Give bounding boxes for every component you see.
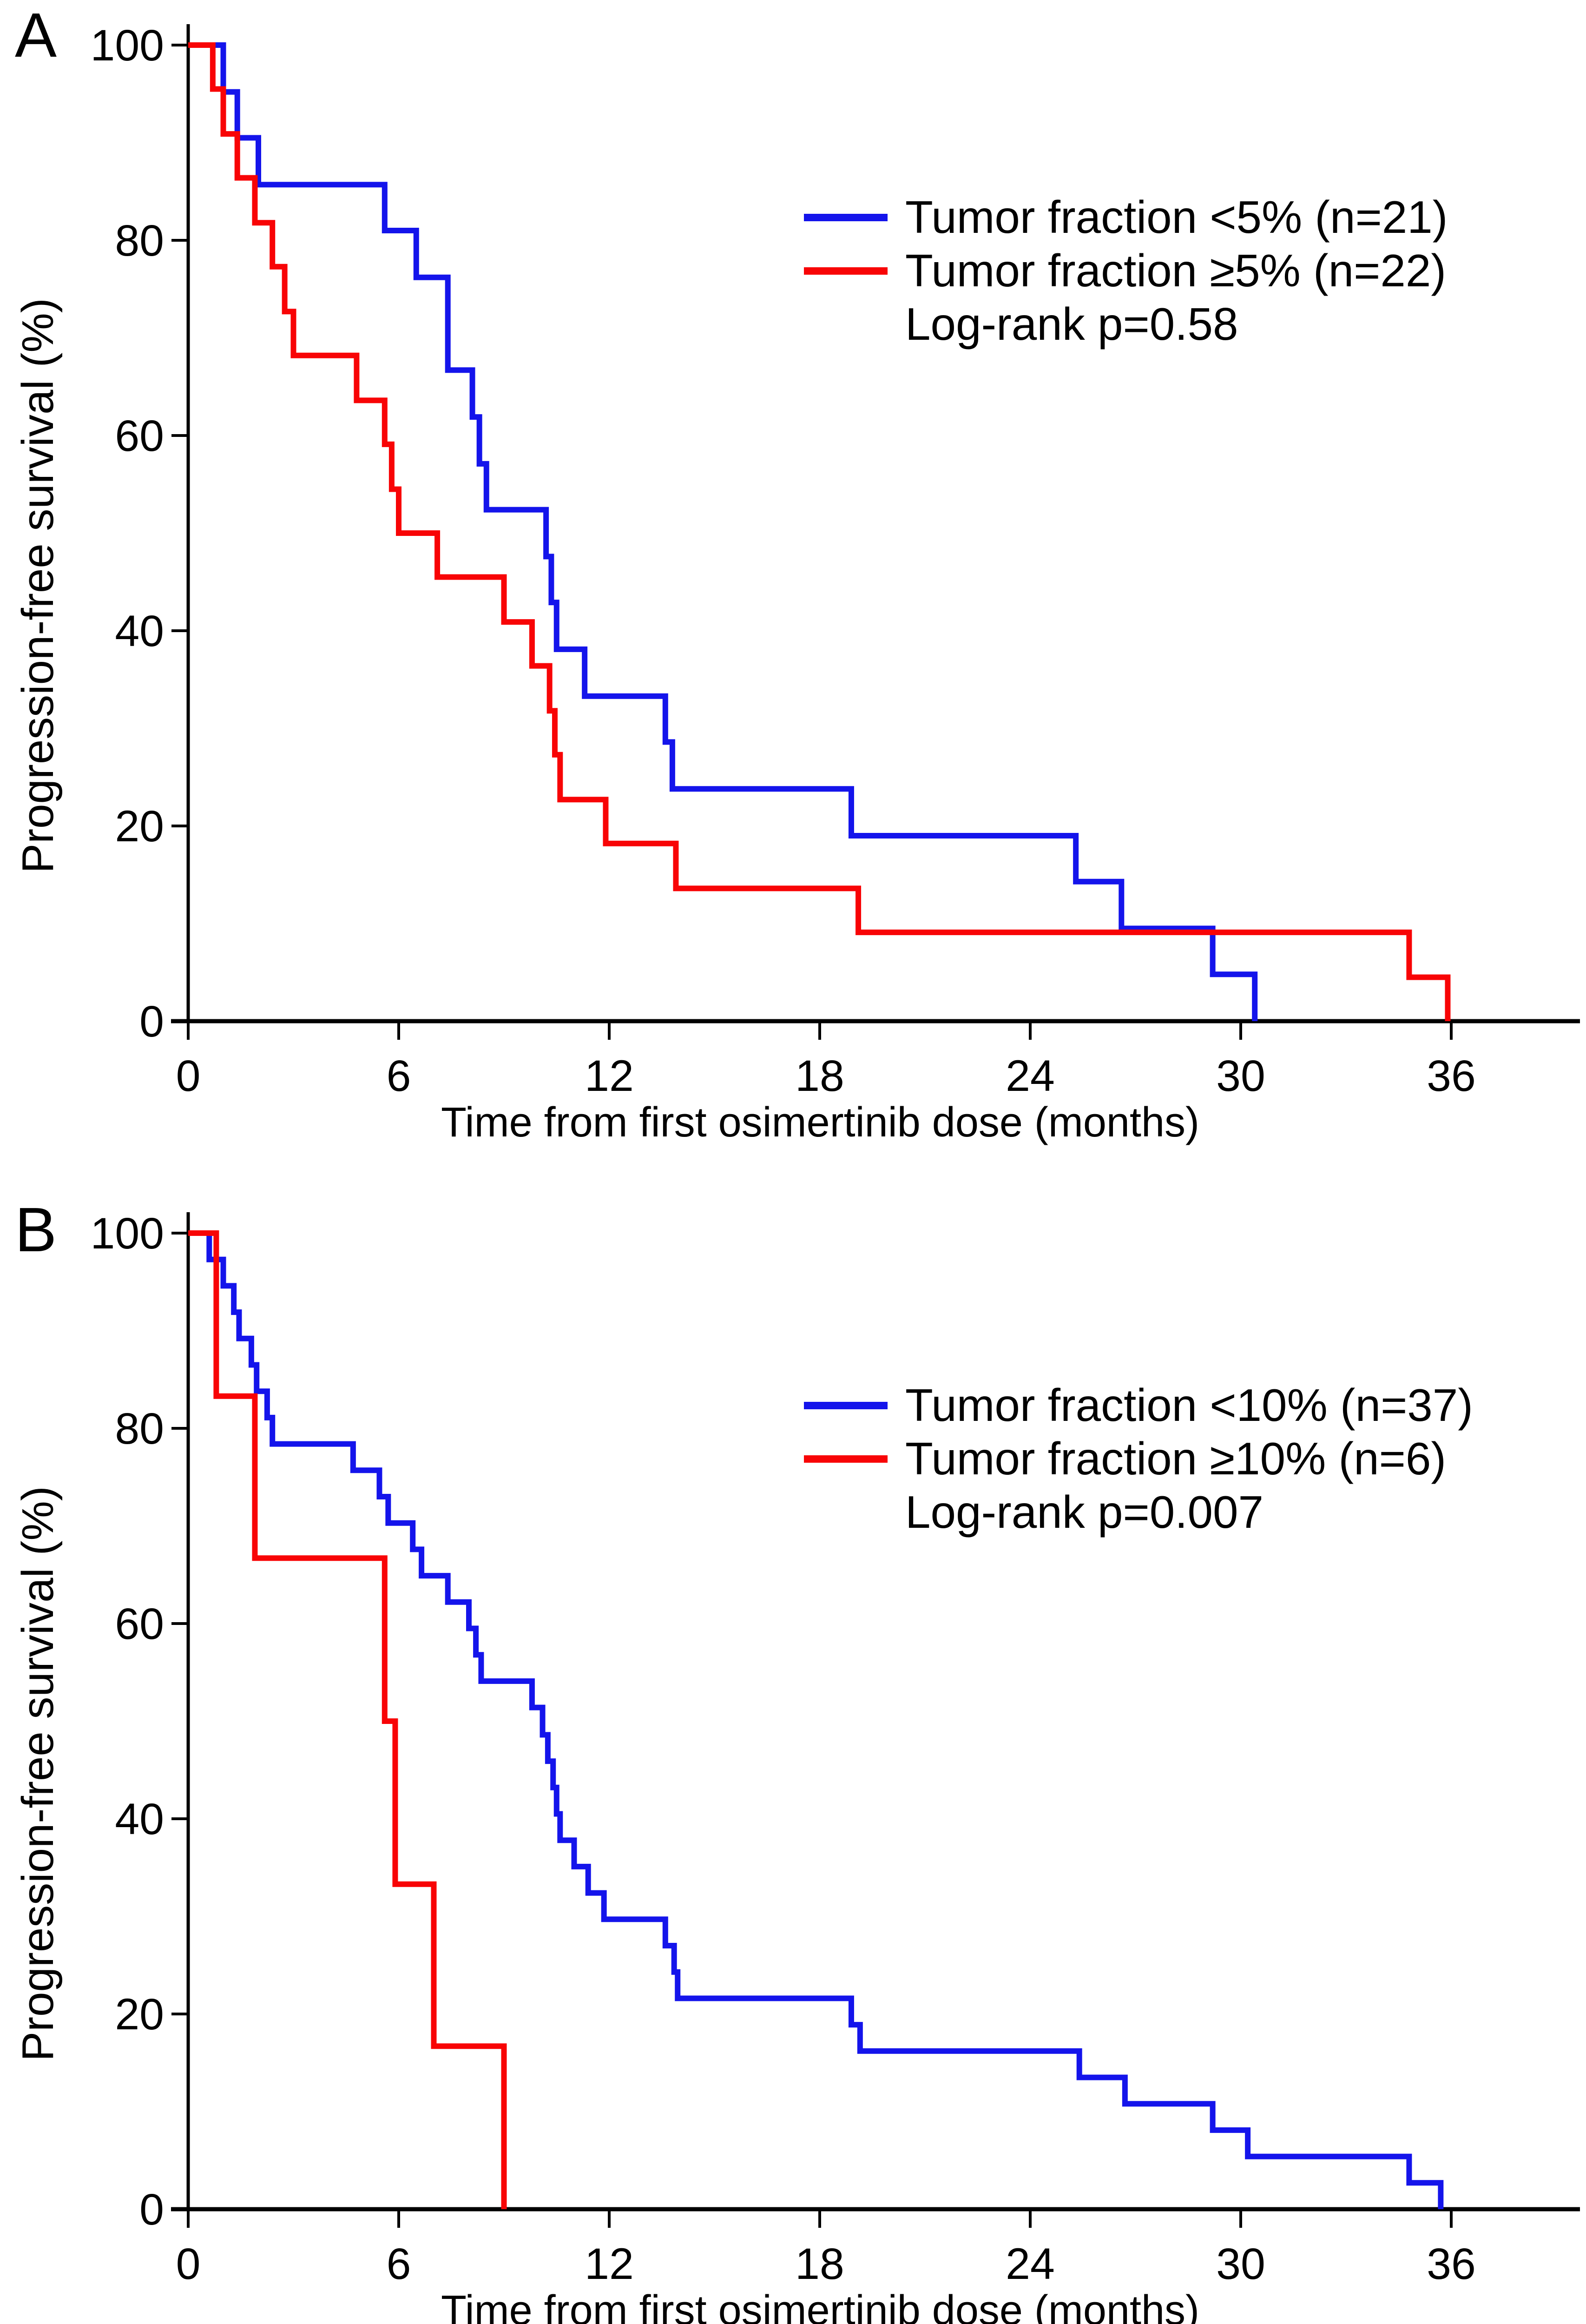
- panel-b: 0 6 12 18 24 30 36 0 20 40 60 80 100 B Progression-f…: [0, 1188, 1586, 2324]
- red-series-swatch: [804, 1455, 888, 1463]
- x-tick-label: 24: [1006, 2239, 1055, 2289]
- y-tick-label: 40: [115, 607, 164, 656]
- x-tick-label: 18: [795, 1051, 844, 1101]
- red-series-swatch: [804, 267, 888, 275]
- y-tick-label: 80: [115, 1404, 164, 1453]
- y-tick-label: 100: [90, 21, 164, 70]
- log-rank-pvalue: Log-rank p=0.58: [905, 298, 1238, 350]
- y-tick-label: 100: [90, 1209, 164, 1258]
- legend-row: Tumor fraction ≥10% (n=6): [804, 1432, 1547, 1486]
- y-tick-label: 80: [115, 216, 164, 265]
- panel-a-letter: A: [15, 0, 57, 70]
- panel-b-y-axis-title: Progression-free survival (%): [13, 1486, 63, 2061]
- legend-label-red: Tumor fraction ≥5% (n=22): [905, 245, 1446, 296]
- y-tick-label: 60: [115, 1599, 164, 1649]
- x-tick-label: 6: [387, 1051, 411, 1101]
- panel-a-plot: 0 6 12 18 24 30 36 0 20 40 60 80 100: [90, 21, 1580, 1101]
- panel-a-x-axis-title: Time from first osimertinib dose (months…: [441, 1099, 1200, 1146]
- legend-row: Tumor fraction ≥5% (n=22): [804, 244, 1547, 297]
- y-tick-label: 20: [115, 1990, 164, 2039]
- y-tick-label: 20: [115, 802, 164, 851]
- y-tick-label: 0: [139, 997, 164, 1046]
- y-tick-label: 0: [139, 2185, 164, 2234]
- legend-row: Tumor fraction <5% (n=21): [804, 191, 1547, 244]
- y-tick-label: 40: [115, 1795, 164, 1844]
- y-tick-label: 60: [115, 411, 164, 461]
- x-tick-label: 12: [585, 2239, 634, 2289]
- x-tick-label: 12: [585, 1051, 634, 1101]
- x-tick-label: 0: [176, 1051, 201, 1101]
- x-tick-label: 30: [1216, 2239, 1265, 2289]
- legend-row-pvalue: Log-rank p=0.007: [804, 1486, 1547, 1539]
- legend-row-pvalue: Log-rank p=0.58: [804, 297, 1547, 351]
- blue-series-swatch: [804, 1401, 888, 1409]
- x-tick-label: 36: [1427, 1051, 1476, 1101]
- legend-label-red: Tumor fraction ≥10% (n=6): [905, 1433, 1446, 1484]
- x-tick-label: 0: [176, 2239, 201, 2289]
- blue-series-swatch: [804, 213, 888, 221]
- x-tick-label: 6: [387, 2239, 411, 2289]
- km-curve-high-tumor-fraction: [188, 1230, 507, 2209]
- panel-b-plot: 0 6 12 18 24 30 36 0 20 40 60 80 100: [90, 1209, 1580, 2289]
- panel-b-letter: B: [15, 1195, 57, 1265]
- log-rank-pvalue: Log-rank p=0.007: [905, 1486, 1264, 1538]
- panel-b-x-axis-title: Time from first osimertinib dose (months…: [441, 2287, 1200, 2324]
- panel-a-legend: Tumor fraction <5% (n=21) Tumor fraction…: [804, 191, 1547, 351]
- x-tick-label: 18: [795, 2239, 844, 2289]
- x-tick-label: 30: [1216, 1051, 1265, 1101]
- x-tick-label: 36: [1427, 2239, 1476, 2289]
- legend-row: Tumor fraction <10% (n=37): [804, 1379, 1547, 1432]
- km-curve-low-tumor-fraction: [188, 1230, 1444, 2209]
- panel-b-legend: Tumor fraction <10% (n=37) Tumor fractio…: [804, 1379, 1547, 1539]
- legend-label-blue: Tumor fraction <5% (n=21): [905, 191, 1448, 243]
- panel-a-y-axis-title: Progression-free survival (%): [13, 298, 63, 873]
- km-curve-low-tumor-fraction: [188, 42, 1258, 1021]
- x-tick-label: 24: [1006, 1051, 1055, 1101]
- panel-a: 0 6 12 18 24 30 36 0 20 40 60 80 100 A Progression-f…: [13, 0, 1580, 1146]
- km-curve-high-tumor-fraction: [188, 42, 1451, 1021]
- legend-label-blue: Tumor fraction <10% (n=37): [905, 1380, 1473, 1431]
